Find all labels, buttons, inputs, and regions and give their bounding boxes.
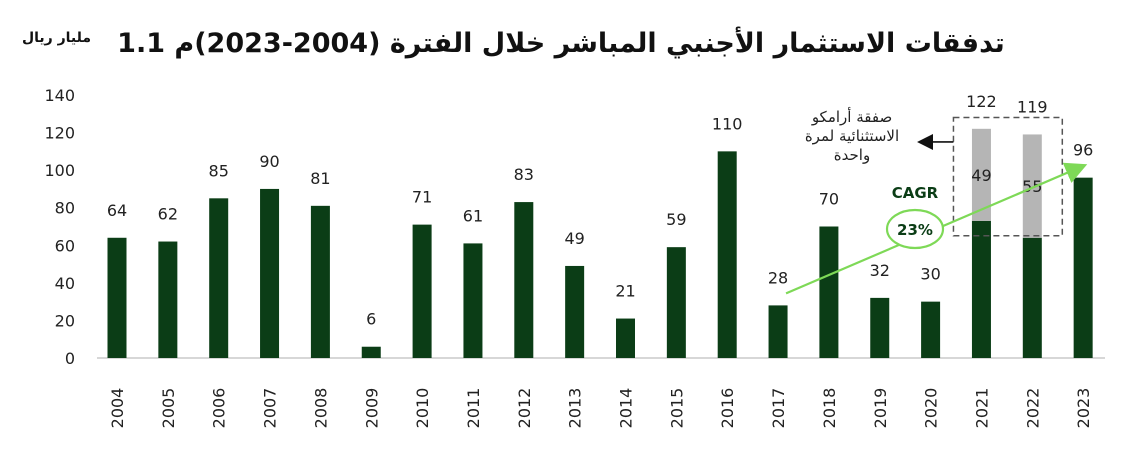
- x-tick-label-2015: 2015: [667, 388, 686, 429]
- data-label-2021: 122: [966, 92, 997, 111]
- x-tick-label-2011: 2011: [464, 388, 483, 429]
- x-tick-label-2023: 2023: [1074, 388, 1093, 429]
- bar-2021: [971, 220, 991, 358]
- segment-label-2021: 49: [971, 166, 991, 185]
- data-label-2020: 30: [920, 265, 940, 284]
- data-labels: 6462859081671618349215911028703230491225…: [107, 92, 1094, 329]
- x-tick-label-2009: 2009: [362, 388, 381, 429]
- data-label-2010: 71: [412, 188, 432, 207]
- y-tick-label: 100: [44, 161, 75, 180]
- data-label-2018: 70: [819, 190, 839, 209]
- data-label-2019: 32: [870, 261, 890, 280]
- bar-2004: [107, 237, 127, 358]
- y-axis-unit-label: مليار ريال: [22, 30, 92, 46]
- bar-2013: [565, 265, 585, 358]
- bar-2022: [1022, 237, 1042, 358]
- x-tick-label-2018: 2018: [820, 388, 839, 429]
- data-label-2007: 90: [259, 152, 279, 171]
- aramco-highlight-box: [952, 116, 1064, 237]
- x-tick-label-2008: 2008: [311, 388, 330, 429]
- x-tick-label-2007: 2007: [261, 388, 280, 429]
- data-label-2012: 83: [514, 165, 534, 184]
- data-label-2023: 96: [1073, 141, 1093, 160]
- bar-2010: [412, 224, 432, 358]
- x-tick-label-2012: 2012: [515, 388, 534, 429]
- bar-2014: [616, 318, 635, 358]
- x-tick-labels: 2004 2005 2006 2007 2008 2009 2010 2011 2012 2013…: [108, 388, 1093, 429]
- bars-group: [97, 128, 1105, 359]
- data-label-2008: 81: [310, 169, 330, 188]
- data-label-2016: 110: [712, 114, 743, 133]
- x-tick-label-2010: 2010: [413, 388, 432, 429]
- bar-2007: [260, 188, 280, 358]
- bar-2008: [310, 205, 330, 358]
- bar-extra-2022: [1022, 134, 1042, 238]
- bar-extra-2021: [971, 128, 991, 221]
- y-tick-labels: 0 20 40 60 80 100 120 140: [44, 86, 75, 368]
- x-tick-label-2016: 2016: [718, 388, 737, 429]
- cagr-value: 23%: [897, 221, 933, 239]
- x-tick-label-2013: 2013: [566, 388, 585, 429]
- data-label-2017: 28: [768, 268, 788, 287]
- bar-2012: [514, 202, 534, 358]
- x-tick-label-2022: 2022: [1023, 388, 1042, 429]
- y-tick-label: 20: [55, 311, 75, 330]
- data-label-2013: 49: [564, 229, 584, 248]
- aramco-note-line: صفقة أرامكو: [811, 107, 892, 126]
- bar-2018: [819, 226, 839, 358]
- bar-2019: [870, 297, 890, 358]
- bar-2011: [463, 243, 483, 358]
- x-tick-label-2005: 2005: [159, 388, 178, 429]
- bar-2023: [1073, 177, 1093, 358]
- x-tick-label-2004: 2004: [108, 388, 127, 429]
- data-label-2022: 119: [1017, 97, 1048, 116]
- y-tick-label: 140: [44, 86, 75, 105]
- y-tick-label: 80: [55, 199, 75, 218]
- bar-2006: [209, 198, 229, 358]
- bar-2005: [158, 241, 178, 358]
- data-label-2005: 62: [158, 205, 178, 224]
- aramco-note-line: الاستثنائية لمرة: [805, 127, 899, 145]
- data-label-2011: 61: [463, 206, 483, 225]
- data-label-2009: 6: [366, 310, 376, 329]
- data-label-2006: 85: [209, 161, 229, 180]
- bar-2020: [921, 301, 941, 358]
- bar-2016: [717, 151, 737, 358]
- data-label-2015: 59: [666, 210, 686, 229]
- x-tick-label-2006: 2006: [210, 388, 229, 429]
- bar-2015: [666, 247, 686, 358]
- x-tick-label-2017: 2017: [769, 388, 788, 429]
- x-tick-label-2021: 2021: [972, 388, 991, 429]
- bar-2009: [361, 346, 381, 358]
- data-label-2004: 64: [107, 201, 127, 220]
- bar-2017: [768, 305, 788, 358]
- x-tick-label-2019: 2019: [871, 388, 890, 429]
- data-label-2014: 21: [615, 282, 635, 301]
- y-tick-label: 0: [65, 349, 75, 368]
- y-tick-label: 40: [55, 274, 75, 293]
- x-tick-label-2014: 2014: [617, 388, 636, 429]
- chart-title: 1.1 تدفقات الاستثمار الأجنبي المباشر خلا…: [117, 28, 1005, 59]
- y-tick-label: 60: [55, 236, 75, 255]
- cagr-circle: [885, 208, 945, 250]
- y-tick-label: 120: [44, 124, 75, 143]
- x-tick-label-2020: 2020: [922, 388, 941, 429]
- cagr-label: CAGR: [892, 184, 939, 202]
- aramco-note-line: واحدة: [834, 146, 870, 164]
